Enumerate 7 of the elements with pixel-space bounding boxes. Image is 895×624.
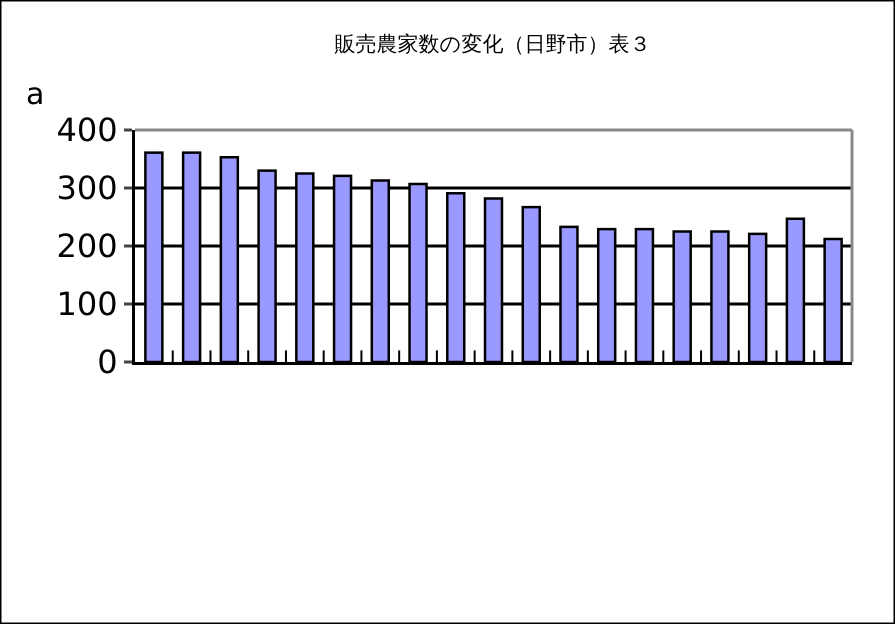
- y-axis-title: a: [26, 77, 44, 112]
- y-tick-label: 0: [97, 343, 118, 382]
- chart-title: 販売農家数の変化（日野市）表３: [334, 32, 650, 56]
- y-tick-label: 400: [56, 111, 118, 150]
- y-tick-label: 300: [56, 169, 118, 208]
- y-tick-label: 100: [56, 285, 118, 324]
- y-tick-label: 200: [56, 227, 118, 266]
